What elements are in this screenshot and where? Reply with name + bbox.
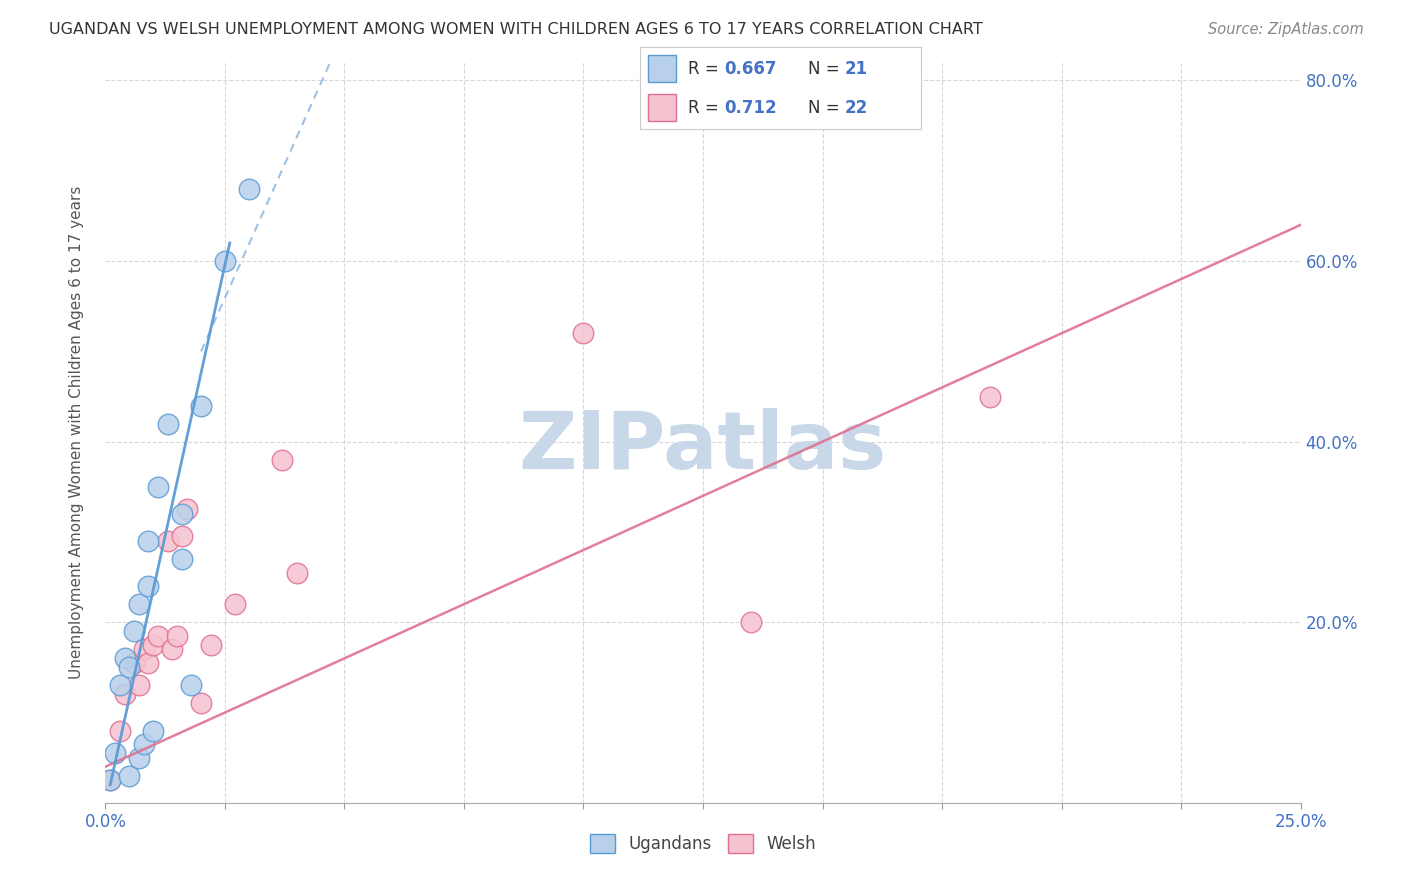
Point — [572, 326, 595, 341]
Text: R =: R = — [688, 99, 724, 117]
Text: R =: R = — [688, 60, 724, 78]
Point — [122, 656, 145, 670]
FancyBboxPatch shape — [648, 94, 676, 121]
FancyBboxPatch shape — [648, 54, 676, 82]
Point — [128, 597, 150, 611]
Point — [162, 642, 184, 657]
Point — [224, 597, 246, 611]
Point — [200, 638, 222, 652]
Point — [118, 660, 141, 674]
Point — [114, 651, 136, 665]
Point — [98, 773, 121, 788]
Point — [142, 723, 165, 738]
Point — [128, 678, 150, 692]
Point — [170, 529, 193, 543]
Point — [128, 750, 150, 764]
Point — [132, 737, 155, 751]
Point — [979, 390, 1001, 404]
Text: 21: 21 — [845, 60, 868, 78]
Point — [104, 746, 127, 760]
Point — [108, 723, 131, 738]
Point — [146, 480, 169, 494]
Point — [740, 615, 762, 630]
Point — [238, 182, 260, 196]
Point — [176, 502, 198, 516]
Point — [132, 642, 155, 657]
Point — [285, 566, 308, 580]
Text: 0.667: 0.667 — [724, 60, 776, 78]
Point — [170, 507, 193, 521]
Text: 0.712: 0.712 — [724, 99, 776, 117]
Point — [180, 678, 202, 692]
Point — [271, 452, 294, 467]
Text: ZIPatlas: ZIPatlas — [519, 409, 887, 486]
Text: N =: N = — [808, 60, 845, 78]
Text: 22: 22 — [845, 99, 869, 117]
Point — [122, 624, 145, 639]
Point — [138, 579, 160, 593]
Point — [138, 533, 160, 548]
Point — [114, 688, 136, 702]
Text: UGANDAN VS WELSH UNEMPLOYMENT AMONG WOMEN WITH CHILDREN AGES 6 TO 17 YEARS CORRE: UGANDAN VS WELSH UNEMPLOYMENT AMONG WOME… — [49, 22, 983, 37]
Point — [190, 697, 212, 711]
Point — [146, 629, 169, 643]
Point — [98, 773, 121, 788]
Point — [170, 552, 193, 566]
Point — [156, 417, 179, 431]
Y-axis label: Unemployment Among Women with Children Ages 6 to 17 years: Unemployment Among Women with Children A… — [69, 186, 84, 680]
Legend: Ugandans, Welsh: Ugandans, Welsh — [582, 825, 824, 861]
Text: Source: ZipAtlas.com: Source: ZipAtlas.com — [1208, 22, 1364, 37]
Point — [214, 254, 236, 268]
Point — [142, 638, 165, 652]
Point — [190, 399, 212, 413]
Point — [166, 629, 188, 643]
Point — [108, 678, 131, 692]
Text: N =: N = — [808, 99, 845, 117]
Point — [118, 769, 141, 783]
Point — [138, 656, 160, 670]
Point — [156, 533, 179, 548]
